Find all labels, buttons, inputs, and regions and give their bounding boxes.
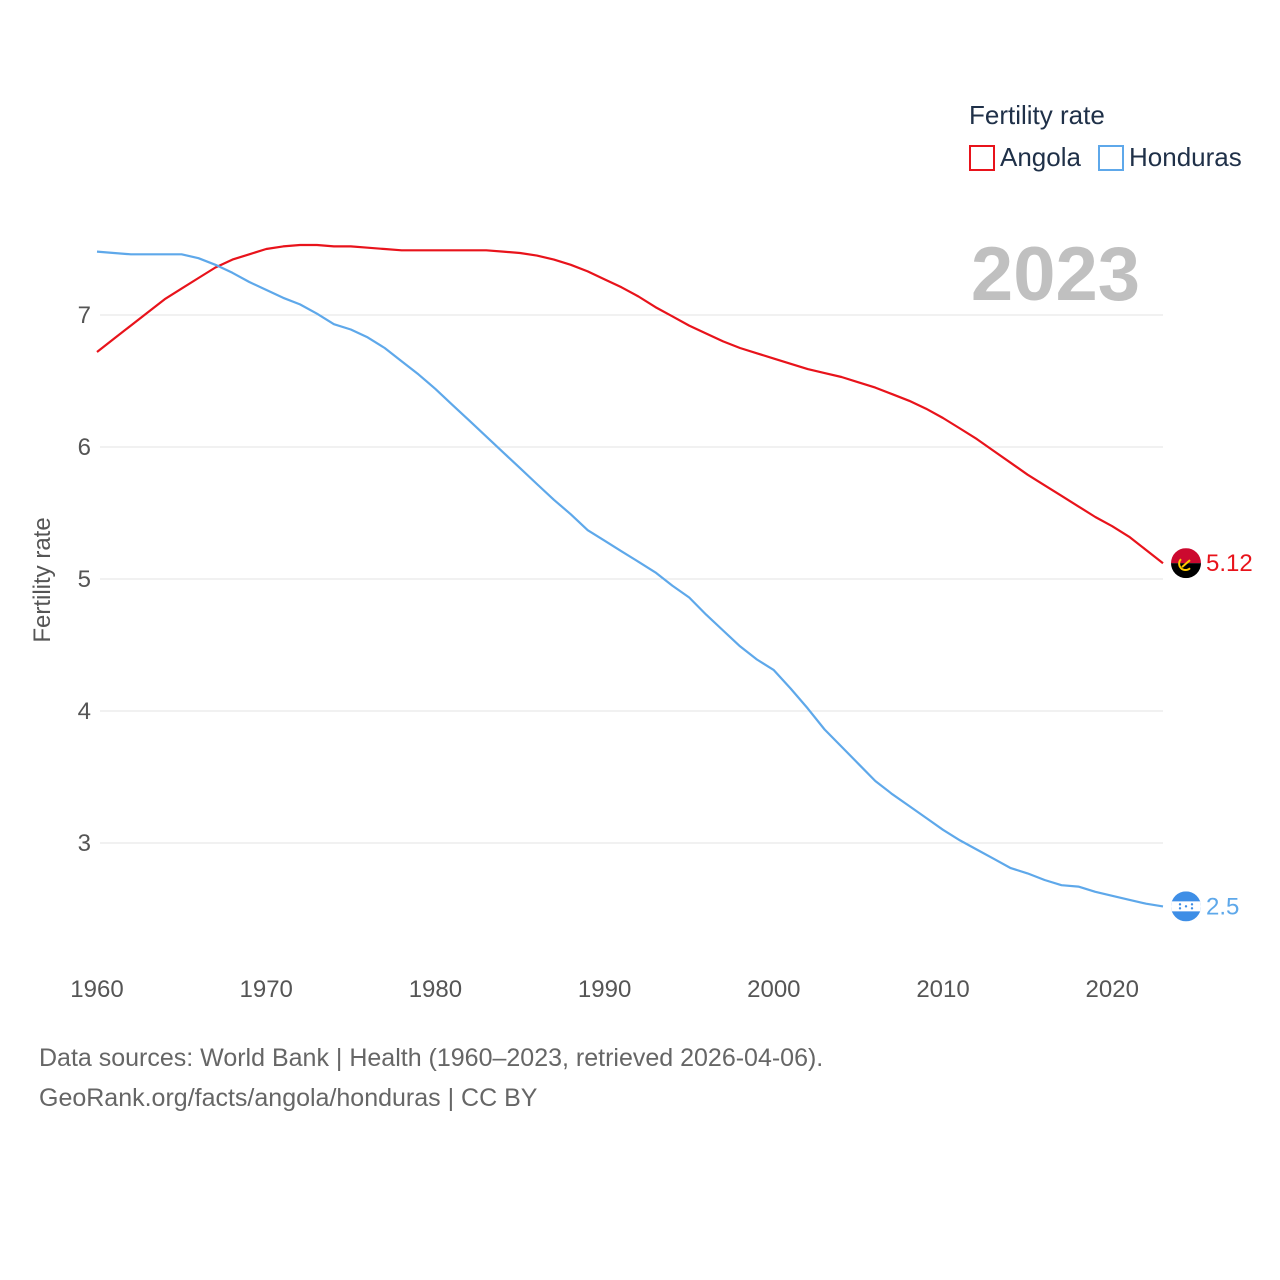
angola-flag-icon xyxy=(1171,548,1201,579)
legend-swatch-angola[interactable] xyxy=(969,145,995,171)
x-tick-label: 2000 xyxy=(747,976,800,1003)
x-tick-label: 2020 xyxy=(1086,976,1139,1003)
grid-lines xyxy=(100,314,1163,844)
x-axis-ticks: 1960 1970 1980 1990 2000 2010 2020 xyxy=(70,976,1139,1003)
y-axis-label: Fertility rate xyxy=(29,517,56,642)
year-watermark: 2023 xyxy=(971,232,1140,317)
series-lines xyxy=(96,243,1164,908)
y-axis-ticks: 3 4 5 6 7 xyxy=(78,302,91,857)
end-value-honduras: 2.5 xyxy=(1206,893,1239,920)
footer-link[interactable]: GeoRank.org/facts/angola/honduras | CC B… xyxy=(39,1084,538,1112)
y-tick-label: 5 xyxy=(78,566,91,593)
footer-sources: Data sources: World Bank | Health (1960–… xyxy=(39,1044,824,1072)
legend-swatch-honduras[interactable] xyxy=(1098,145,1124,171)
x-tick-label: 2010 xyxy=(916,976,969,1003)
legend-title: Fertility rate xyxy=(969,100,1105,130)
series-line-angola[interactable] xyxy=(96,243,1164,565)
x-tick-label: 1990 xyxy=(578,976,631,1003)
legend-label-honduras[interactable]: Honduras xyxy=(1129,142,1242,172)
end-value-angola: 5.12 xyxy=(1206,550,1253,577)
x-tick-label: 1960 xyxy=(70,976,123,1003)
x-tick-label: 1980 xyxy=(409,976,462,1003)
legend: Fertility rate Angola Honduras xyxy=(969,100,1242,172)
y-tick-label: 6 xyxy=(78,434,91,461)
x-tick-label: 1970 xyxy=(240,976,293,1003)
y-tick-label: 4 xyxy=(78,698,91,725)
series-line-honduras[interactable] xyxy=(96,250,1164,908)
end-markers: 5.12 2.5 xyxy=(1171,548,1253,922)
y-tick-label: 3 xyxy=(78,830,91,857)
honduras-flag-icon xyxy=(1171,891,1201,922)
legend-label-angola[interactable]: Angola xyxy=(1000,142,1081,172)
line-chart: 3 4 5 6 7 1960 1970 1980 1990 2000 2010 2020 Ferti… xyxy=(29,100,1253,1003)
y-tick-label: 7 xyxy=(78,302,91,329)
